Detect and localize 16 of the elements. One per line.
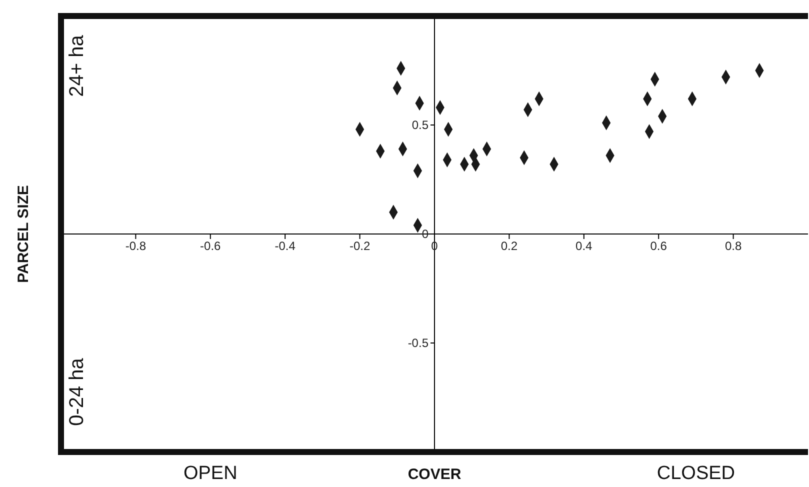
- x-tick-label: -0.8: [125, 239, 146, 253]
- y-axis-title: PARCEL SIZE: [15, 185, 32, 283]
- x-axis-title: COVER: [408, 466, 462, 483]
- y-tick-label: 0.5: [412, 118, 429, 132]
- text: OPEN: [183, 463, 238, 484]
- text: CLOSED: [656, 463, 736, 484]
- y-tick-label: -0.5: [408, 336, 429, 350]
- x-tick-label: 0.8: [724, 239, 742, 253]
- annotation: 24+ ha: [66, 34, 88, 97]
- x-tick-label: -0.4: [274, 239, 296, 253]
- x-tick-label: -0.6: [200, 239, 222, 253]
- annotation: 0-24 ha: [66, 357, 88, 426]
- x-tick-label: 0.2: [500, 239, 518, 253]
- x-tick-label: 0.4: [576, 239, 593, 253]
- x-tick-label: -0.2: [349, 239, 370, 253]
- x-tick-label: 0.6: [650, 239, 668, 253]
